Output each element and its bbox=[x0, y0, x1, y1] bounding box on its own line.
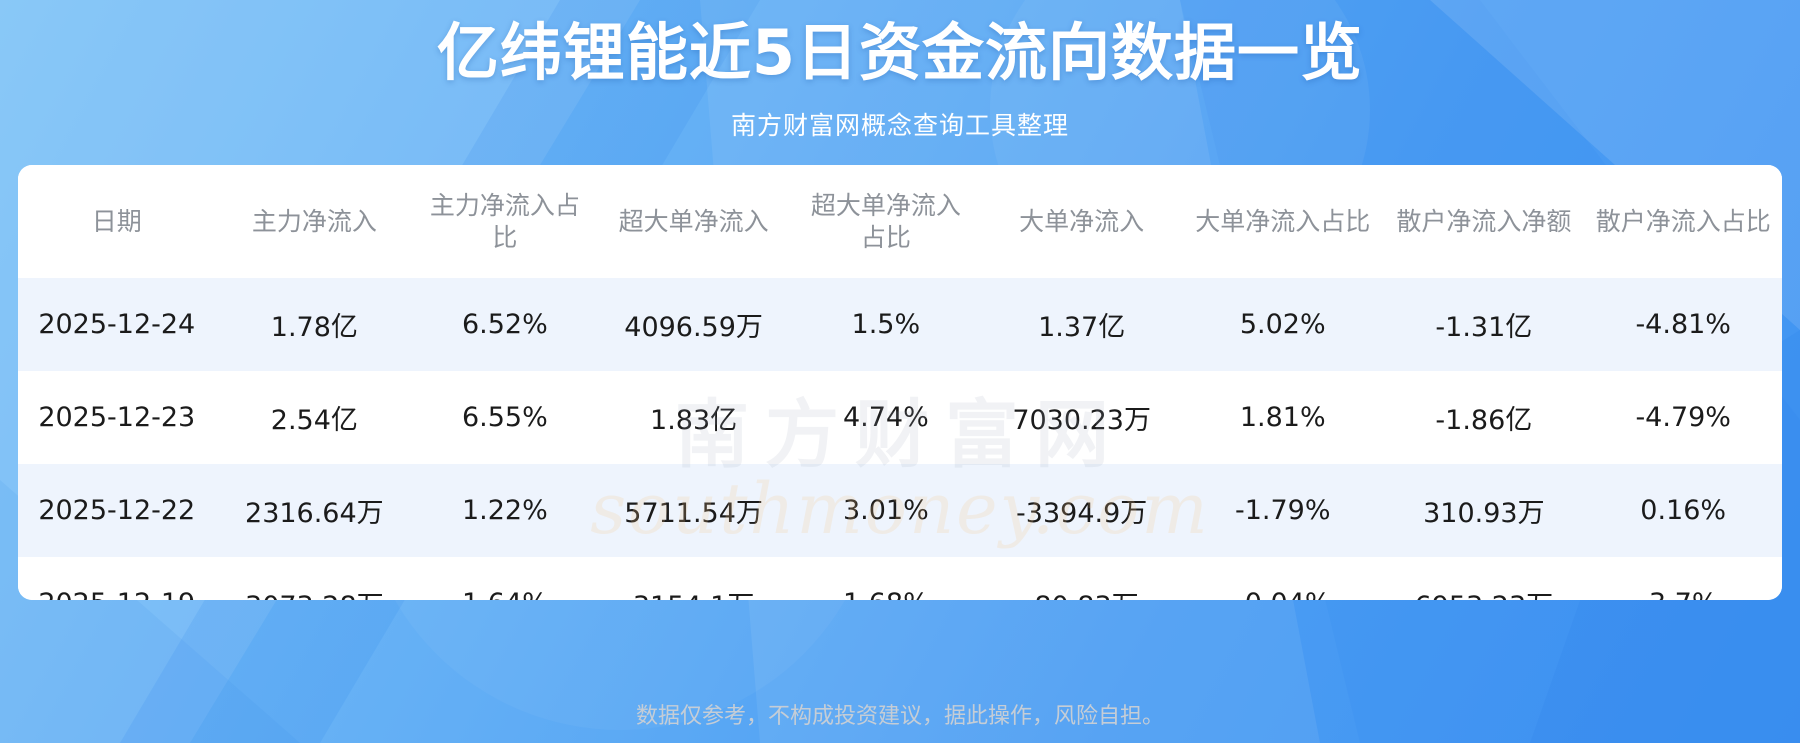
cell-date: 2025-12-19 bbox=[18, 557, 216, 600]
column-header-date: 日期 bbox=[18, 165, 216, 278]
cell-large-net-inflow-pct: 5.02% bbox=[1182, 278, 1384, 371]
cell-large-net-inflow: 1.37亿 bbox=[981, 278, 1183, 371]
table-row: 2025-12-22 2316.64万 1.22% 5711.54万 3.01%… bbox=[18, 464, 1782, 557]
cell-xl-net-inflow: 3154.1万 bbox=[596, 557, 791, 600]
cell-large-net-inflow: -3394.9万 bbox=[981, 464, 1183, 557]
cell-date: 2025-12-23 bbox=[18, 371, 216, 464]
cell-date: 2025-12-24 bbox=[18, 278, 216, 371]
column-header-retail-net-pct: 散户净流入占比 bbox=[1584, 165, 1782, 278]
cell-retail-net-amount: -1.31亿 bbox=[1383, 278, 1585, 371]
cell-main-net-inflow: 3073.28万 bbox=[215, 557, 414, 600]
cell-main-net-inflow-pct: 6.52% bbox=[413, 278, 597, 371]
table-body: 2025-12-24 1.78亿 6.52% 4096.59万 1.5% 1.3… bbox=[18, 278, 1782, 600]
column-header-large-net-inflow-pct: 大单净流入占比 bbox=[1182, 165, 1384, 278]
cell-retail-net-amount: 310.93万 bbox=[1383, 464, 1585, 557]
table-header: 日期 主力净流入 主力净流入占比 超大单净流入 超大单净流入占比 大单净流入 大… bbox=[18, 165, 1782, 278]
column-header-main-net-inflow-pct: 主力净流入占比 bbox=[413, 165, 597, 278]
cell-large-net-inflow-pct: 1.81% bbox=[1182, 371, 1384, 464]
cell-main-net-inflow-pct: 1.22% bbox=[413, 464, 597, 557]
cell-large-net-inflow: 7030.23万 bbox=[981, 371, 1183, 464]
page-title: 亿纬锂能近5日资金流向数据一览 bbox=[436, 16, 1364, 89]
cell-xl-net-inflow-pct: 1.5% bbox=[790, 278, 982, 371]
cell-xl-net-inflow: 5711.54万 bbox=[596, 464, 791, 557]
disclaimer-text: 数据仅参考，不构成投资建议，据此操作，风险自担。 bbox=[635, 704, 1164, 729]
cell-retail-net-amount: -1.86亿 bbox=[1383, 371, 1585, 464]
cell-retail-net-pct: 0.16% bbox=[1584, 464, 1782, 557]
cell-xl-net-inflow-pct: 1.68% bbox=[790, 557, 982, 600]
table-row: 2025-12-24 1.78亿 6.52% 4096.59万 1.5% 1.3… bbox=[18, 278, 1782, 371]
cell-xl-net-inflow-pct: 4.74% bbox=[790, 371, 982, 464]
fund-flow-table: 日期 主力净流入 主力净流入占比 超大单净流入 超大单净流入占比 大单净流入 大… bbox=[18, 165, 1782, 600]
table-row: 2025-12-19 3073.28万 1.64% 3154.1万 1.68% … bbox=[18, 557, 1782, 600]
column-header-main-net-inflow: 主力净流入 bbox=[215, 165, 414, 278]
fund-flow-table-card: 日期 主力净流入 主力净流入占比 超大单净流入 超大单净流入占比 大单净流入 大… bbox=[18, 165, 1782, 600]
column-header-xl-net-inflow: 超大单净流入 bbox=[596, 165, 791, 278]
cell-large-net-inflow-pct: -1.79% bbox=[1182, 464, 1384, 557]
table-header-row: 日期 主力净流入 主力净流入占比 超大单净流入 超大单净流入占比 大单净流入 大… bbox=[18, 165, 1782, 278]
cell-main-net-inflow: 2316.64万 bbox=[215, 464, 414, 557]
cell-main-net-inflow-pct: 6.55% bbox=[413, 371, 597, 464]
cell-retail-net-pct: 3.7% bbox=[1584, 557, 1782, 600]
poster-header: 亿纬锂能近5日资金流向数据一览 南方财富网概念查询工具整理 bbox=[0, 0, 1800, 170]
column-header-retail-net-amount: 散户净流入净额 bbox=[1383, 165, 1585, 278]
cell-xl-net-inflow-pct: 3.01% bbox=[790, 464, 982, 557]
column-header-large-net-inflow: 大单净流入 bbox=[981, 165, 1183, 278]
cell-retail-net-pct: -4.81% bbox=[1584, 278, 1782, 371]
cell-xl-net-inflow: 4096.59万 bbox=[596, 278, 791, 371]
cell-date: 2025-12-22 bbox=[18, 464, 216, 557]
cell-retail-net-pct: -4.79% bbox=[1584, 371, 1782, 464]
cell-main-net-inflow-pct: 1.64% bbox=[413, 557, 597, 600]
cell-main-net-inflow: 1.78亿 bbox=[215, 278, 414, 371]
cell-xl-net-inflow: 1.83亿 bbox=[596, 371, 791, 464]
column-header-xl-net-inflow-pct: 超大单净流入占比 bbox=[790, 165, 982, 278]
cell-retail-net-amount: 6953.23万 bbox=[1383, 557, 1585, 600]
cell-main-net-inflow: 2.54亿 bbox=[215, 371, 414, 464]
page-subtitle: 南方财富网概念查询工具整理 bbox=[730, 110, 1069, 140]
table-row: 2025-12-23 2.54亿 6.55% 1.83亿 4.74% 7030.… bbox=[18, 371, 1782, 464]
cell-large-net-inflow-pct: -0.04% bbox=[1182, 557, 1384, 600]
cell-large-net-inflow: -80.83万 bbox=[981, 557, 1183, 600]
